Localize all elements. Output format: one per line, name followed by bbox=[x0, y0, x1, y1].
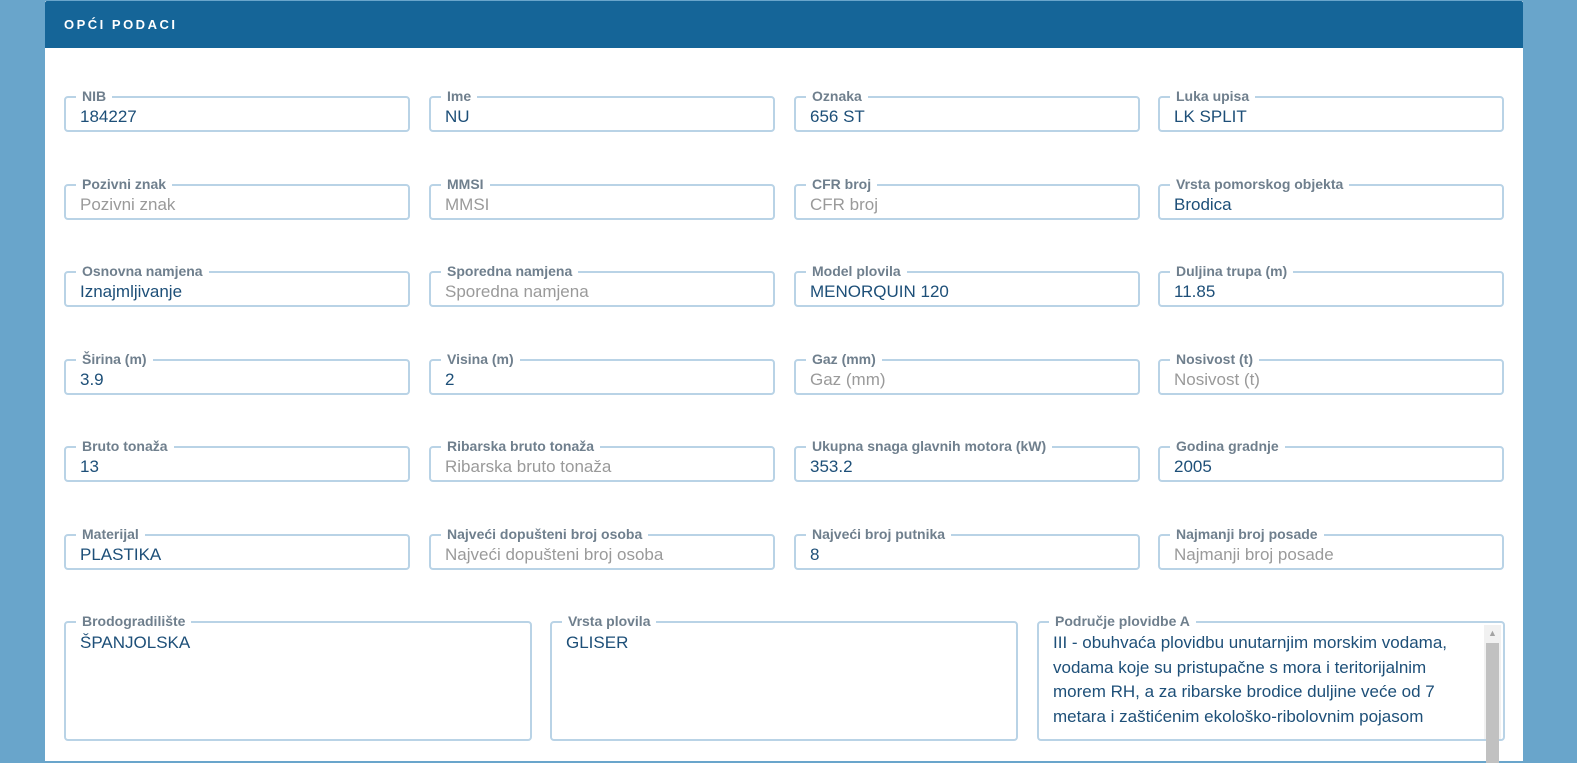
field-label: Ukupna snaga glavnih motora (kW) bbox=[806, 438, 1053, 455]
field-label: Najveći dopušteni broj osoba bbox=[441, 526, 649, 542]
field-value[interactable]: Iznajmljivanje bbox=[80, 282, 183, 302]
field-vrsta-pomorskog-objekta[interactable]: Vrsta pomorskog objekta Brodica bbox=[1158, 175, 1504, 220]
textarea-value[interactable]: GLISER bbox=[566, 633, 629, 652]
field-value[interactable]: 11.85 bbox=[1174, 282, 1216, 302]
field-godina-gradnje[interactable]: Godina gradnje 2005 bbox=[1158, 438, 1504, 483]
field-value[interactable]: NU bbox=[445, 107, 470, 126]
field-value[interactable]: Gaz (mm) bbox=[810, 369, 886, 389]
field-label: Područje plovidbe A bbox=[1049, 613, 1196, 629]
field-value[interactable]: 13 bbox=[80, 457, 99, 477]
field-value[interactable]: Najmanji broj posade bbox=[1174, 545, 1334, 564]
field-label: Vrsta plovila bbox=[562, 613, 657, 629]
field-label: CFR broj bbox=[806, 175, 878, 192]
field-value[interactable]: 353.2 bbox=[810, 457, 853, 477]
field-label: Nosivost (t) bbox=[1170, 350, 1259, 367]
field-value[interactable]: 8 bbox=[810, 545, 820, 564]
field-duljina-trupa-m[interactable]: Duljina trupa (m) 11.85 bbox=[1158, 263, 1504, 308]
scrollbar-thumb[interactable] bbox=[1486, 643, 1499, 763]
textarea-brodogradiliste[interactable]: Brodogradilište ŠPANJOLSKA bbox=[64, 613, 532, 741]
field-value[interactable]: Sporedna namjena bbox=[445, 282, 589, 302]
field-luka-upisa[interactable]: Luka upisa LK SPLIT bbox=[1158, 88, 1504, 132]
field-label: Ribarska bruto tonaža bbox=[441, 438, 601, 455]
field-gaz-mm[interactable]: Gaz (mm) Gaz (mm) bbox=[794, 350, 1140, 395]
field-label: Luka upisa bbox=[1170, 88, 1256, 104]
field-osnovna-namjena[interactable]: Osnovna namjena Iznajmljivanje bbox=[64, 263, 410, 308]
field-label: Godina gradnje bbox=[1170, 438, 1285, 455]
field-value[interactable]: PLASTIKA bbox=[80, 545, 162, 564]
field-value[interactable]: Nosivost (t) bbox=[1174, 369, 1260, 389]
field-label: NIB bbox=[76, 88, 113, 104]
field-label: Oznaka bbox=[806, 88, 868, 104]
field-label: Širina (m) bbox=[76, 350, 153, 367]
field-oznaka[interactable]: Oznaka 656 ST bbox=[794, 88, 1140, 132]
field-širina-m[interactable]: Širina (m) 3.9 bbox=[64, 350, 410, 395]
field-label: Pozivni znak bbox=[76, 175, 173, 192]
field-value[interactable]: MMSI bbox=[445, 194, 490, 214]
field-label: Sporedna namjena bbox=[441, 263, 579, 280]
scrollbar[interactable]: ▲ bbox=[1484, 625, 1501, 763]
textarea-podrucje-plovidbe[interactable]: Područje plovidbe A III - obuhvaća plovid… bbox=[1037, 613, 1505, 763]
field-label: Visina (m) bbox=[441, 350, 520, 367]
field-label: MMSI bbox=[441, 175, 490, 192]
section-title: OPĆI PODACI bbox=[45, 1, 1523, 48]
field-label: Brodogradilište bbox=[76, 613, 192, 629]
field-value[interactable]: 2 bbox=[445, 369, 455, 389]
general-data-panel: OPĆI PODACI NIB 184227 Ime NU Oznaka 656 ST Lu… bbox=[45, 1, 1523, 763]
field-ribarska-bruto-tonaža[interactable]: Ribarska bruto tonaža Ribarska bruto tona… bbox=[429, 438, 775, 483]
field-najveći-broj-putnika[interactable]: Najveći broj putnika 8 bbox=[794, 526, 1140, 570]
field-materijal[interactable]: Materijal PLASTIKA bbox=[64, 526, 410, 570]
field-label: Bruto tonaža bbox=[76, 438, 174, 455]
field-value[interactable]: Brodica bbox=[1174, 194, 1232, 214]
field-cfr-broj[interactable]: CFR broj CFR broj bbox=[794, 175, 1140, 220]
field-value[interactable]: 3.9 bbox=[80, 369, 104, 389]
field-pozivni-znak[interactable]: Pozivni znak Pozivni znak bbox=[64, 175, 410, 220]
textarea-value[interactable]: III - obuhvaća plovidbu unutarnjim morsk… bbox=[1053, 633, 1448, 726]
field-label: Ime bbox=[441, 88, 478, 104]
field-label: Gaz (mm) bbox=[806, 350, 882, 367]
scroll-up-arrow-icon[interactable]: ▲ bbox=[1488, 628, 1497, 638]
field-value[interactable]: LK SPLIT bbox=[1174, 107, 1247, 126]
field-label: Osnovna namjena bbox=[76, 263, 209, 280]
field-sporedna-namjena[interactable]: Sporedna namjena Sporedna namjena bbox=[429, 263, 775, 308]
field-visina-m[interactable]: Visina (m) 2 bbox=[429, 350, 775, 395]
field-label: Vrsta pomorskog objekta bbox=[1170, 175, 1350, 192]
field-value[interactable]: 184227 bbox=[80, 107, 137, 126]
field-model-plovila[interactable]: Model plovila MENORQUIN 120 bbox=[794, 263, 1140, 308]
field-value[interactable]: Pozivni znak bbox=[80, 194, 176, 214]
field-najmanji-broj-posade[interactable]: Najmanji broj posade Najmanji broj posade bbox=[1158, 526, 1504, 570]
field-label: Najveći broj putnika bbox=[806, 526, 952, 542]
field-value[interactable]: Ribarska bruto tonaža bbox=[445, 457, 612, 477]
field-nib[interactable]: NIB 184227 bbox=[64, 88, 410, 132]
field-value[interactable]: Najveći dopušteni broj osoba bbox=[445, 545, 664, 564]
textarea-vrsta-plovila[interactable]: Vrsta plovila GLISER bbox=[550, 613, 1018, 741]
field-najveći-dopušteni-broj-osoba[interactable]: Najveći dopušteni broj osoba Najveći dopu… bbox=[429, 526, 775, 570]
field-label: Model plovila bbox=[806, 263, 907, 280]
field-value[interactable]: MENORQUIN 120 bbox=[810, 282, 949, 302]
field-value[interactable]: CFR broj bbox=[810, 194, 879, 214]
field-mmsi[interactable]: MMSI MMSI bbox=[429, 175, 775, 220]
field-ukupna-snaga-glavnih-motora-kw[interactable]: Ukupna snaga glavnih motora (kW) 353.2 bbox=[794, 438, 1140, 483]
field-value[interactable]: 2005 bbox=[1174, 457, 1212, 477]
textarea-value[interactable]: ŠPANJOLSKA bbox=[80, 633, 191, 652]
field-label: Najmanji broj posade bbox=[1170, 526, 1324, 542]
field-bruto-tonaža[interactable]: Bruto tonaža 13 bbox=[64, 438, 410, 483]
field-ime[interactable]: Ime NU bbox=[429, 88, 775, 132]
field-label: Duljina trupa (m) bbox=[1170, 263, 1294, 280]
field-nosivost-t[interactable]: Nosivost (t) Nosivost (t) bbox=[1158, 350, 1504, 395]
field-label: Materijal bbox=[76, 526, 145, 542]
field-value[interactable]: 656 ST bbox=[810, 107, 865, 126]
